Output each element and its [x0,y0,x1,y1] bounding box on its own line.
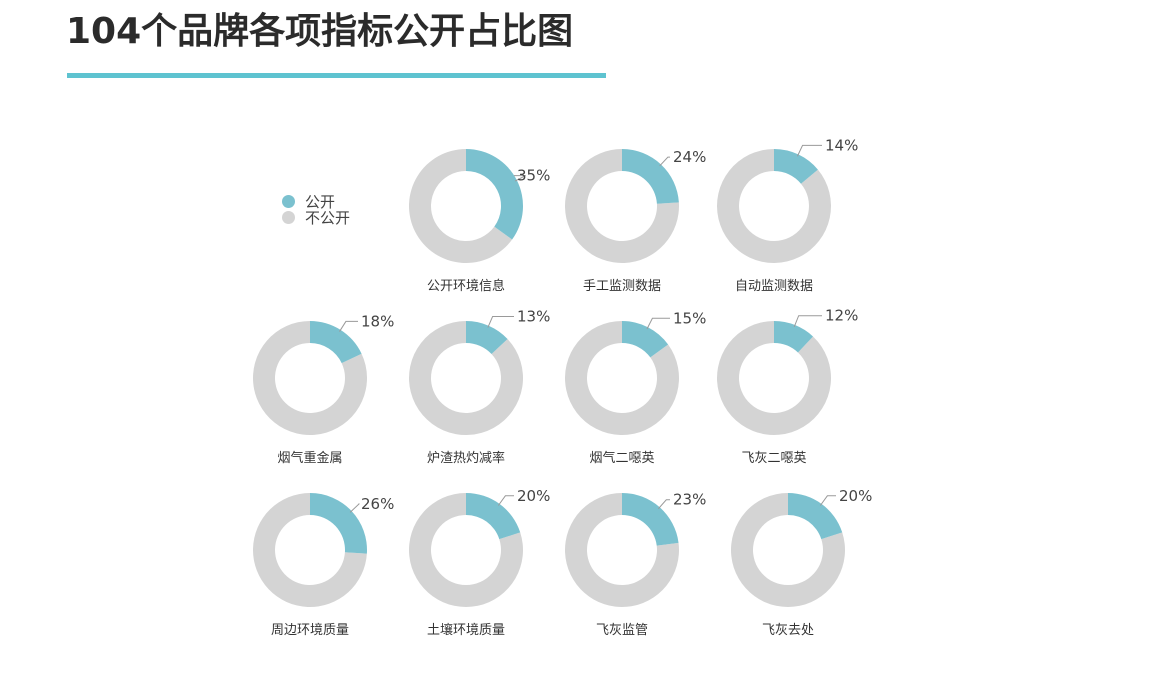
percent-label: 12% [825,307,858,325]
slice-not-public [731,493,845,608]
donut-chart-9: 20% 土壤环境质量 [409,487,550,638]
slice-public [466,149,523,240]
slice-not-public [564,149,679,263]
percent-label: 15% [673,309,706,327]
slice-not-public [252,321,367,436]
percent-label: 35% [517,167,550,185]
chart-label: 自动监测数据 [735,279,813,294]
chart-label: 飞灰去处 [762,623,814,638]
donut-chart-8: 26% 周边环境质量 [253,493,394,638]
leader-line [796,144,822,157]
donut-chart-2: 24% 手工监测数据 [564,148,706,294]
donut-chart-6: 15% 烟气二噁英 [564,309,706,466]
percent-label: 20% [839,487,872,505]
slice-public [622,149,679,204]
donut-chart-5: 13% 炉渣热灼减率 [409,308,550,466]
slice-public [310,321,362,364]
donut-chart-11: 20% 飞灰去处 [731,487,872,638]
slice-public [774,321,814,353]
slice-public [622,321,669,358]
leader-line [793,315,822,328]
slice-public [774,149,818,184]
slice-not-public [409,321,523,435]
chart-label: 烟气二噁英 [589,450,654,466]
slice-not-public [409,493,523,608]
leader-line [659,156,670,167]
percent-label: 20% [517,487,550,505]
chart-label: 周边环境质量 [271,623,349,638]
leader-line [819,495,836,506]
chart-label: 飞灰监管 [596,623,648,638]
chart-label: 炉渣热灼减率 [427,450,505,466]
chart-label: 手工监测数据 [583,279,661,294]
slice-not-public [408,149,513,263]
legend-swatch-public [282,194,295,208]
title-underline [67,73,606,78]
slice-public [788,493,843,540]
leader-line [497,495,514,506]
donut-chart-7: 12% 飞灰二噁英 [716,307,858,466]
percent-label: 18% [361,312,394,330]
legend-swatch-not-public [282,210,295,224]
chart-label: 烟气重金属 [277,450,342,466]
legend-item-not-public: 不公开 [282,208,351,227]
donut-chart-3: 14% 自动监测数据 [716,136,858,294]
slice-public [466,493,521,540]
leader-line [514,175,526,182]
percent-label: 24% [673,148,706,166]
percent-label: 23% [673,491,706,509]
percent-label: 13% [517,308,550,326]
chart-label: 土壤环境质量 [427,622,505,638]
percent-label: 26% [361,495,394,513]
slice-public [622,493,679,546]
donut-chart-10: 23% 飞灰监管 [565,491,706,638]
leader-line [349,503,361,513]
slice-public [466,321,508,355]
slice-not-public [565,493,679,607]
leader-line [487,316,514,328]
slice-public [310,493,367,554]
chart-label: 公开环境信息 [427,278,505,294]
slice-not-public [716,149,831,263]
percent-label: 14% [825,136,858,154]
legend-item-public: 公开 [282,192,350,211]
slice-not-public [716,321,831,436]
page-title: 104个品牌各项指标公开占比图 [66,11,574,52]
donut-chart-4: 18% 烟气重金属 [252,312,394,466]
chart-label: 飞灰二噁英 [741,451,806,466]
legend-label-not-public: 不公开 [305,208,351,227]
leader-line [646,317,670,330]
donut-chart-1: 35% 公开环境信息 [408,149,550,294]
leader-line [339,320,358,332]
legend: 公开 不公开 [282,192,351,227]
legend-label-public: 公开 [305,192,336,211]
slice-not-public [253,493,367,608]
slice-not-public [564,321,679,436]
leader-line [657,499,670,510]
